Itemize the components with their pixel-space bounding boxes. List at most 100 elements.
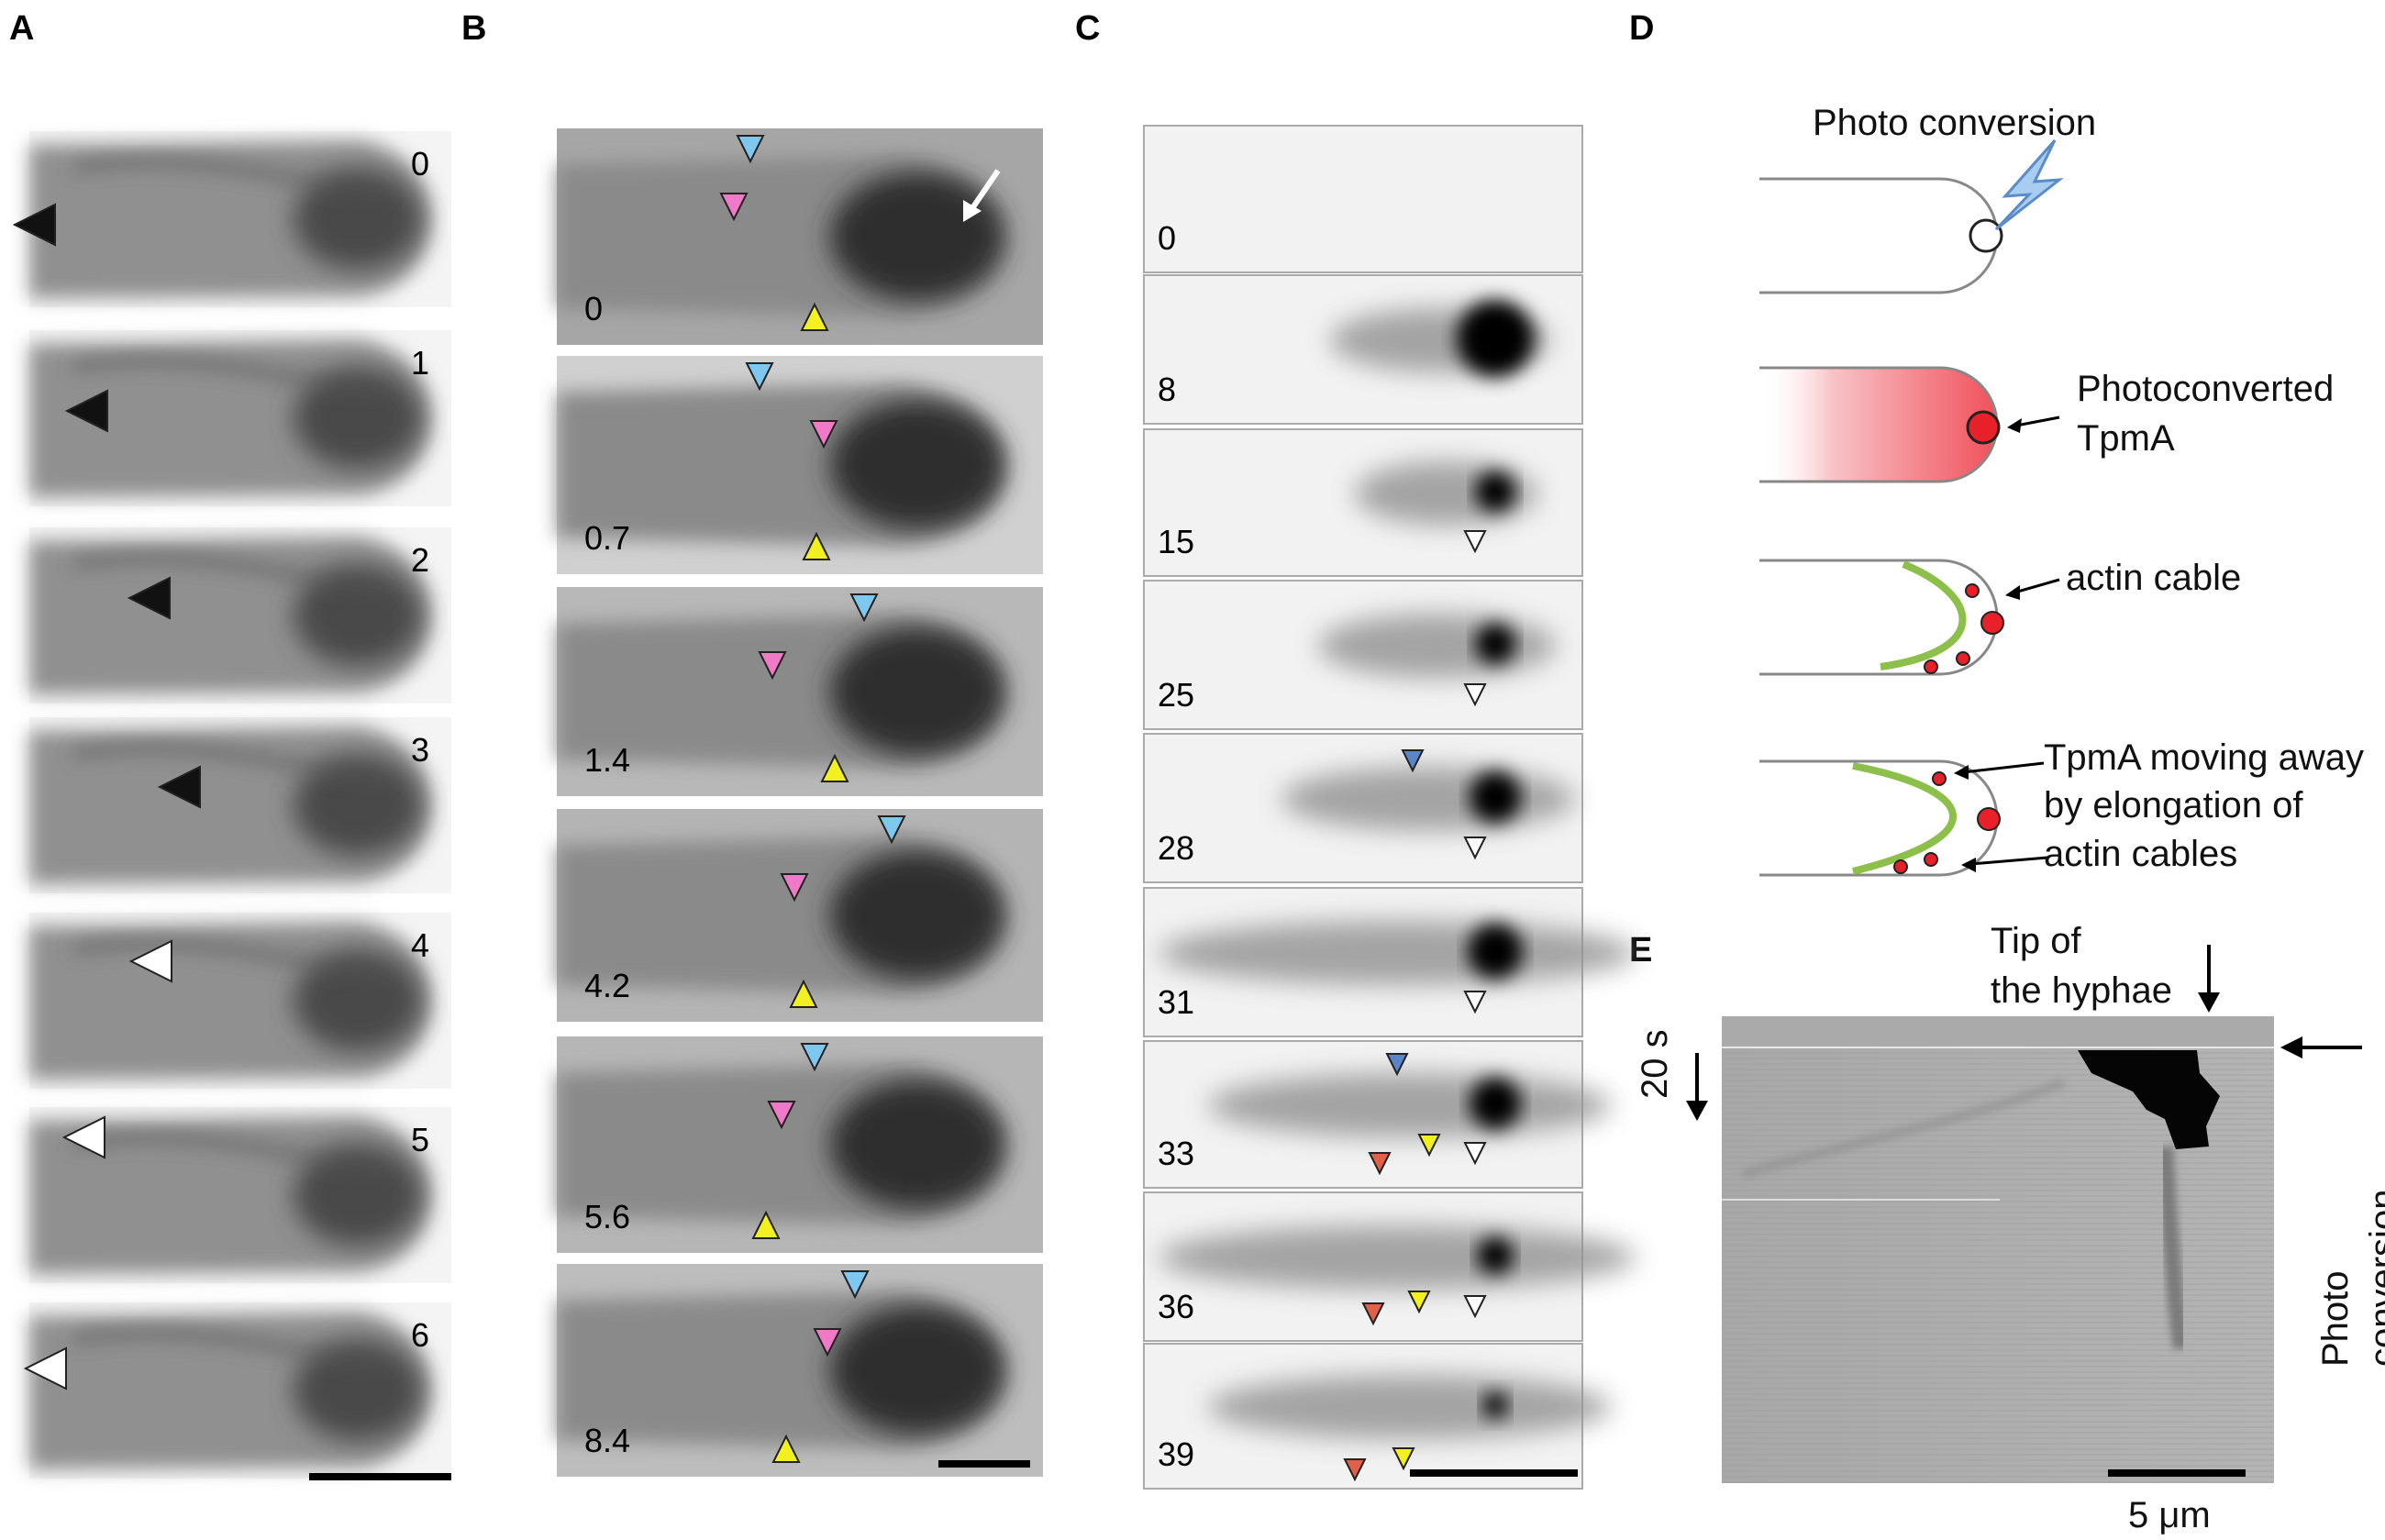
white-arrowhead [1463,1295,1487,1319]
yellow-arrowhead [1392,1447,1415,1471]
hypha-tip-signal [294,565,422,666]
tpma-moving-label-2: by elongation of [2044,785,2303,825]
tpma-signal [1470,1078,1521,1129]
white-arrowhead [1463,530,1487,554]
panel-b-time-label: 0 [584,290,604,327]
scale-bar-a [309,1473,451,1480]
tpma-signal [1477,1237,1514,1274]
panel-c-time-label: 8 [1158,371,1177,408]
panel-a-arrowhead [127,576,171,620]
panel-c-time-label: 25 [1158,676,1195,714]
time-scale-label: 20 s [1635,1029,1675,1099]
actin-cable [1880,560,1967,670]
panel-a-time-label: 0 [411,145,430,183]
panel-a-time-label: 3 [411,731,430,769]
yellow-arrowhead [771,1434,801,1463]
scale-bar-label: 5 μm [2128,1495,2211,1535]
yellow-arrowhead [802,531,831,560]
panel-c-time-label: 28 [1158,829,1195,867]
hypha-tip-signal [830,172,1004,301]
white-arrow-icon [963,200,982,222]
cyan-arrowhead [849,593,879,623]
tpma-signal [1470,771,1521,823]
panel-label-a: A [9,9,35,48]
red-arrowhead [1361,1302,1385,1326]
tip-label-2: the hyphae [1991,970,2172,1011]
scale-bar-b [938,1460,1030,1468]
panel-b-time-label: 0.7 [584,519,631,557]
panel-b-time-label: 4.2 [584,967,631,1004]
hypha-tip-signal [830,1306,1004,1435]
tpma-signal [1475,471,1515,512]
pink-arrowhead [767,1101,796,1130]
lightning-bolt-icon [1994,139,2064,231]
panel-a-time-label: 2 [411,541,430,579]
panel-a-arrowhead [23,1346,67,1390]
panel-a-time-label: 6 [411,1316,430,1354]
panel-b-time-label: 5.6 [584,1198,631,1235]
blue-arrowhead [1385,1053,1409,1077]
scale-bar-e [2108,1469,2246,1477]
tpma-moving-label-3: actin cables [2044,834,2238,874]
panel-a-arrowhead [128,939,172,983]
yellow-arrowhead [789,979,818,1008]
actin-cable-label: actin cable [2066,558,2242,598]
white-arrowhead [1463,1142,1487,1166]
panel-c-time-label: 15 [1158,523,1195,560]
red-arrowhead [1343,1458,1367,1482]
pink-arrowhead [813,1328,842,1357]
yellow-arrowhead [1417,1134,1441,1158]
tpma-signal [1457,300,1534,377]
cyan-arrowhead [800,1043,829,1072]
tpma-signal [1475,624,1515,664]
panel-a-time-label: 4 [411,926,430,964]
blue-arrowhead [1401,749,1425,773]
cyan-arrowhead [840,1270,870,1300]
pink-arrowhead [758,651,787,681]
tip-label-1: Tip of [1991,921,2081,961]
panel-label-c: C [1075,9,1101,48]
panel-c-time-label: 36 [1158,1288,1195,1325]
hypha-tip-signal [830,627,1004,756]
panel-a-time-label: 1 [411,344,430,382]
panel-c-time-label: 0 [1158,219,1177,257]
cyan-arrowhead [745,362,774,392]
cyan-arrowhead [736,135,765,164]
hypha-tip-signal [294,1145,422,1246]
hypha-tip-signal [294,169,422,270]
panel-a-arrowhead [12,203,56,247]
pink-arrowhead [719,193,749,222]
hypha-photoconverted [1759,368,1997,482]
panel-label-d: D [1629,9,1655,48]
photoconversion-spot [1969,218,2003,253]
hypha-tip-signal [830,851,1004,980]
tpma-signal [1482,1392,1508,1418]
panel-a-arrowhead [64,389,108,433]
panel-c-time-label: 31 [1158,983,1195,1021]
pink-arrowhead [780,873,809,903]
photoconverted-signal [2078,1050,2220,1149]
yellow-arrowhead [1407,1291,1431,1314]
hypha-tip-signal [830,401,1004,529]
red-arrowhead [1368,1152,1392,1176]
tpma-signal [1468,924,1523,979]
white-arrowhead [1463,991,1487,1014]
yellow-arrowhead [820,753,849,782]
white-arrowhead [1463,683,1487,707]
photo-conversion-vertical-label: Photo conversion [2315,1189,2385,1367]
photoconverted-label-1: Photoconverted [2077,369,2335,409]
hypha-tip-signal [294,368,422,469]
panel-b-time-label: 1.4 [584,741,631,779]
panel-b-time-label: 8.4 [584,1422,631,1459]
panel-c-time-label: 39 [1158,1435,1195,1473]
panel-a-time-label: 5 [411,1121,430,1158]
tpma-moving-label-1: TpmA moving away [2044,737,2365,778]
cyan-arrowhead [877,815,906,845]
panel-a-arrowhead [61,1115,105,1159]
hypha-tip-signal [294,1340,422,1441]
photoconverted-tpma-dot [1966,410,2001,445]
panel-c-time-label: 33 [1158,1135,1195,1172]
